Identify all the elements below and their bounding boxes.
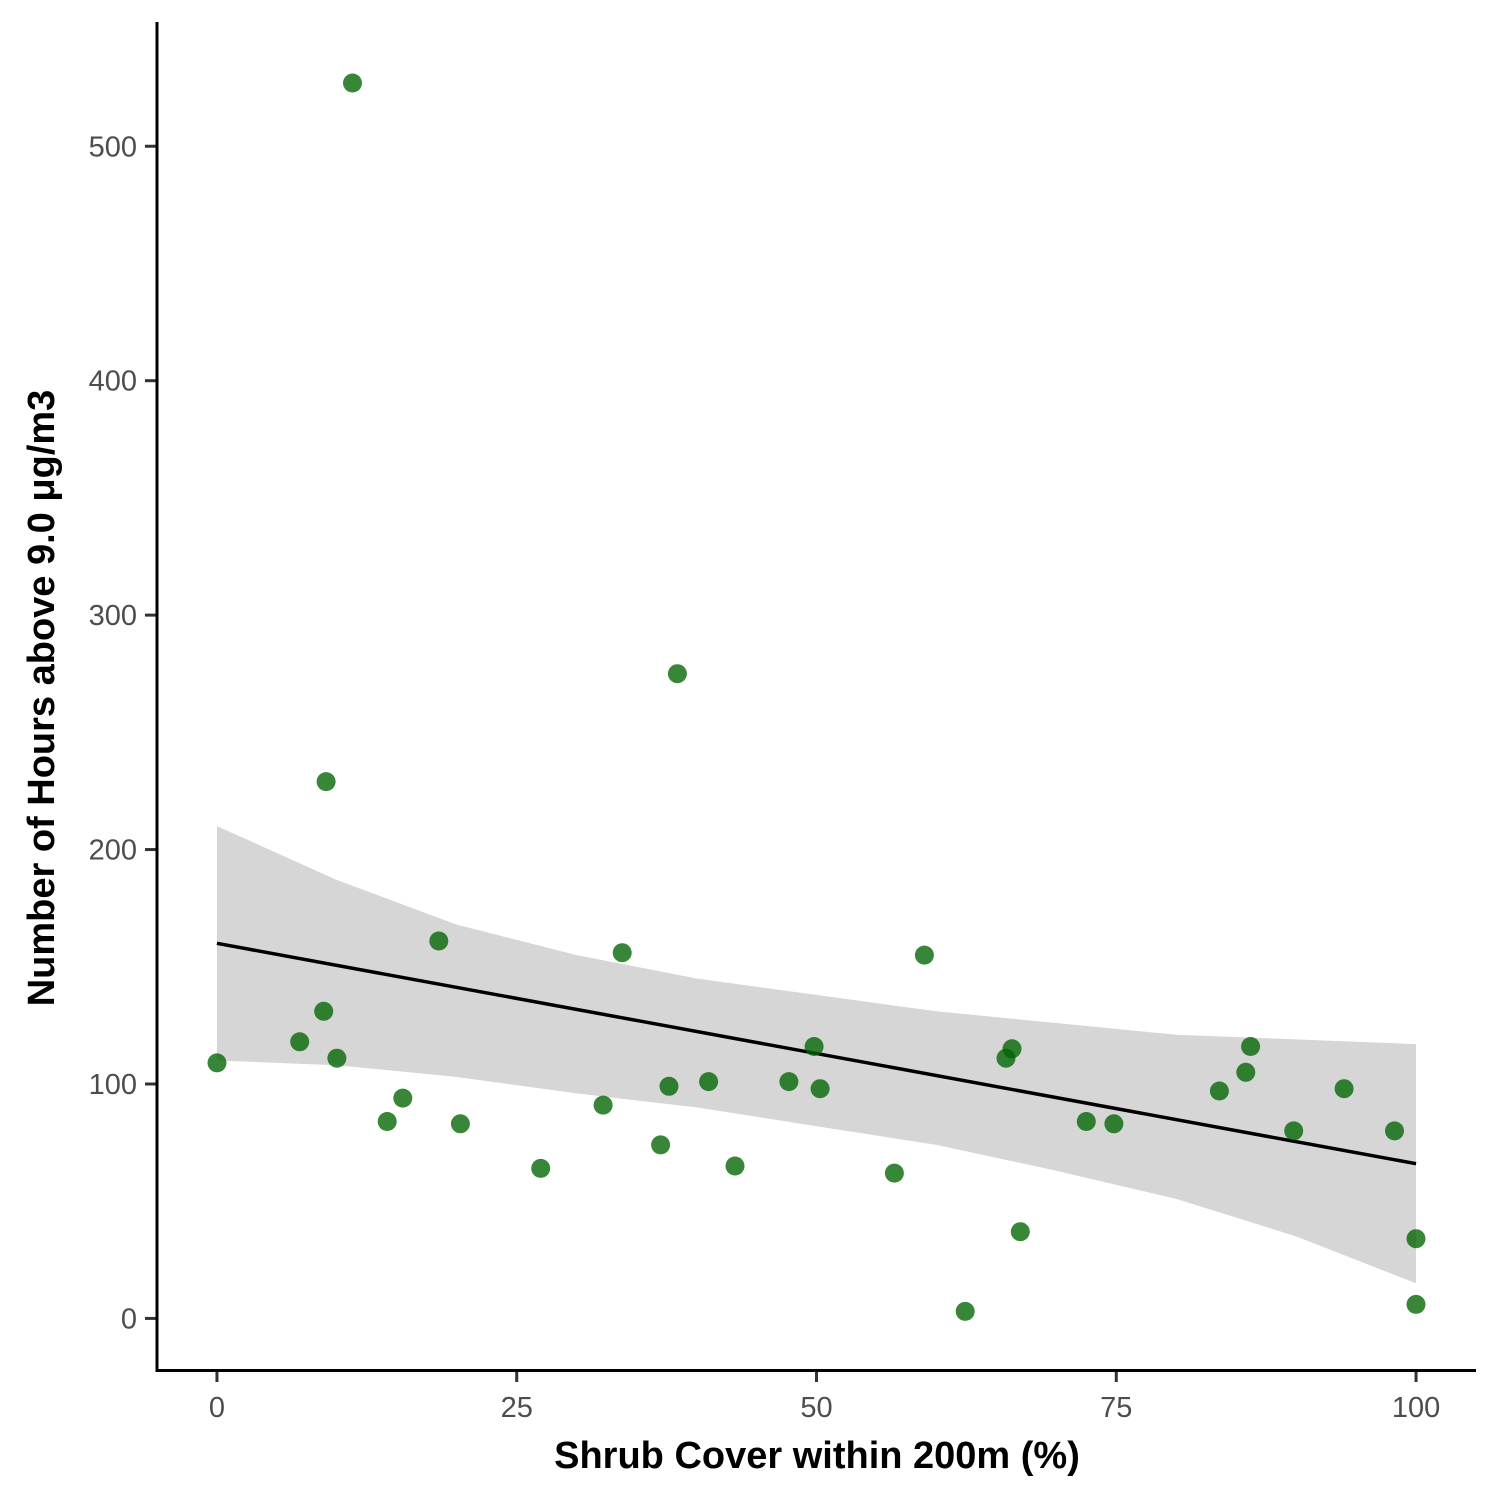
y-tick-label-2: 200 (89, 835, 137, 867)
data-point-13 (651, 1135, 671, 1155)
y-axis-title: Number of Hours above 9.0 μg/m3 (21, 390, 63, 1007)
x-tick-label-3: 75 (1100, 1392, 1132, 1424)
data-point-32 (1284, 1121, 1304, 1141)
data-point-3 (316, 772, 336, 792)
data-point-19 (804, 1037, 824, 1056)
data-point-27 (1076, 1112, 1096, 1131)
data-point-6 (377, 1112, 397, 1131)
data-point-15 (667, 664, 687, 684)
x-tick-label-2: 50 (800, 1392, 832, 1424)
x-tick-label-4: 100 (1392, 1392, 1440, 1424)
y-tick-label-5: 500 (89, 131, 137, 163)
data-point-4 (327, 1048, 347, 1068)
data-point-26 (1010, 1222, 1030, 1242)
x-tick-label-0: 0 (209, 1392, 225, 1424)
data-point-31 (1241, 1037, 1261, 1056)
data-point-35 (1406, 1229, 1426, 1249)
data-point-10 (531, 1158, 551, 1178)
data-point-21 (884, 1163, 904, 1183)
y-tick-label-0: 0 (121, 1303, 137, 1335)
data-point-30 (1236, 1062, 1256, 1082)
data-point-9 (450, 1114, 470, 1134)
x-axis-title: Shrub Cover within 200m (%) (554, 1435, 1080, 1477)
data-point-22 (914, 945, 934, 965)
data-point-5 (343, 73, 362, 93)
data-point-7 (393, 1088, 413, 1108)
data-point-2 (314, 1001, 334, 1021)
data-point-16 (699, 1072, 719, 1092)
data-point-34 (1385, 1121, 1404, 1141)
data-point-8 (429, 931, 449, 951)
data-point-12 (612, 943, 632, 963)
data-point-28 (1104, 1114, 1124, 1134)
x-tick-label-1: 25 (501, 1392, 533, 1424)
data-point-25 (1002, 1039, 1022, 1059)
data-point-29 (1209, 1081, 1229, 1101)
data-point-36 (1406, 1294, 1426, 1314)
data-point-20 (810, 1079, 830, 1099)
data-point-14 (659, 1076, 679, 1096)
data-point-17 (725, 1156, 745, 1176)
axes-layer (155, 22, 1476, 1372)
y-ticks: 0 100 200 300 400 500 (89, 131, 156, 1335)
data-point-1 (290, 1032, 310, 1052)
data-point-33 (1334, 1079, 1354, 1099)
x-ticks: 0 25 50 75 100 (209, 1372, 1440, 1424)
data-point-18 (779, 1072, 799, 1092)
data-point-0 (207, 1053, 227, 1073)
y-tick-label-3: 300 (89, 600, 137, 632)
y-tick-label-1: 100 (89, 1069, 137, 1101)
y-tick-label-4: 400 (89, 366, 137, 398)
data-points-layer (207, 73, 1426, 1321)
data-point-23 (955, 1301, 975, 1321)
data-point-11 (593, 1095, 613, 1115)
